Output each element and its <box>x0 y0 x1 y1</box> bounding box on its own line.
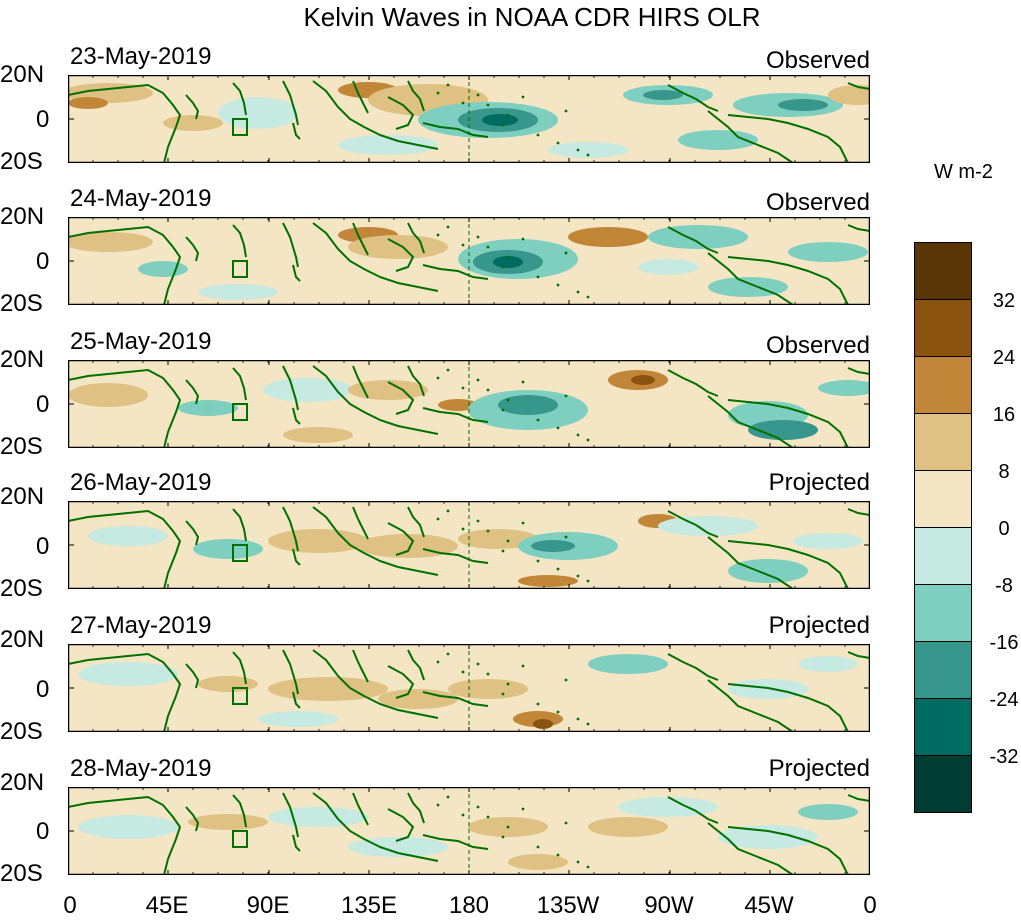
panel-2-lat-south: 20S <box>0 290 43 317</box>
colorbar-tick-16: 16 <box>992 404 1016 426</box>
lon-label-90e: 90E <box>246 892 290 919</box>
colorbar-bin-9 <box>914 698 972 756</box>
colorbar-bin-5 <box>914 470 972 528</box>
lon-label-0: 0 <box>63 892 77 919</box>
figure-title: Kelvin Waves in NOAA CDR HIRS OLR <box>303 2 761 32</box>
panel-1-lat-north: 20N <box>0 61 45 88</box>
lon-label-135w: 135W <box>536 892 600 919</box>
colorbar-bin-7 <box>914 584 972 642</box>
panel-4-map <box>68 501 870 589</box>
colorbar-bin-4 <box>914 413 972 471</box>
panel-2-status: Observed <box>765 189 870 216</box>
panel-4-olr-map <box>68 501 870 589</box>
panel-6-status: Projected <box>768 755 870 782</box>
panel-6-lat-equator: 0 <box>36 818 50 845</box>
panel-6-lat-north: 20N <box>0 769 45 796</box>
lon-label-0-right: 0 <box>863 892 877 919</box>
panel-1-olr-map <box>68 75 870 163</box>
colorbar-tick-0: 0 <box>998 518 1010 540</box>
panel-2-olr-map <box>68 217 870 305</box>
panel-3-status: Observed <box>765 332 870 359</box>
panel-6-map <box>68 787 870 875</box>
panel-3-date: 25-May-2019 <box>70 328 212 355</box>
panel-5-status: Projected <box>768 612 870 639</box>
panel-6-lat-south: 20S <box>0 860 43 887</box>
panel-5-lat-equator: 0 <box>36 676 50 703</box>
panel-5-date: 27-May-2019 <box>70 612 212 639</box>
panel-1-lat-equator: 0 <box>36 106 50 133</box>
panel-4-lat-north: 20N <box>0 483 45 510</box>
panel-1-map <box>68 75 870 163</box>
panel-1-date: 23-May-2019 <box>70 43 212 70</box>
colorbar <box>914 242 972 813</box>
panel-1-lat-south: 20S <box>0 148 43 175</box>
panel-5-lat-north: 20N <box>0 626 45 653</box>
panel-3-lat-south: 20S <box>0 433 43 460</box>
colorbar-bin-10 <box>914 755 972 813</box>
panel-4-status: Projected <box>768 469 870 496</box>
panel-4-date: 26-May-2019 <box>70 469 212 496</box>
panel-2-map <box>68 217 870 305</box>
colorbar-tick-24: 24 <box>992 347 1016 369</box>
colorbar-tick-neg24: -24 <box>989 689 1019 711</box>
colorbar-units: W m-2 <box>934 161 993 183</box>
colorbar-tick-8: 8 <box>998 461 1010 483</box>
colorbar-bin-8 <box>914 641 972 699</box>
panel-4-lat-equator: 0 <box>36 533 50 560</box>
panel-3-lat-equator: 0 <box>36 391 50 418</box>
lon-label-45e: 45E <box>145 892 189 919</box>
panel-5-olr-map <box>68 644 870 732</box>
colorbar-bin-2 <box>914 299 972 357</box>
colorbar-bin-6 <box>914 527 972 585</box>
colorbar-bin-1 <box>914 242 972 300</box>
panel-6-date: 28-May-2019 <box>70 755 212 782</box>
panel-6-olr-map <box>68 787 870 875</box>
colorbar-tick-neg8: -8 <box>995 575 1013 597</box>
colorbar-bin-3 <box>914 356 972 414</box>
colorbar-tick-neg32: -32 <box>989 746 1019 768</box>
panel-2-date: 24-May-2019 <box>70 185 212 212</box>
panel-4-lat-south: 20S <box>0 575 43 602</box>
colorbar-tick-32: 32 <box>992 290 1016 312</box>
lon-label-90w: 90W <box>644 892 694 919</box>
panel-5-lat-south: 20S <box>0 718 43 745</box>
panel-3-map <box>68 360 870 448</box>
lon-label-135e: 135E <box>340 892 398 919</box>
lon-label-180: 180 <box>448 892 490 919</box>
panel-1-status: Observed <box>765 47 870 74</box>
panel-2-lat-equator: 0 <box>36 248 50 275</box>
lon-label-45w: 45W <box>744 892 794 919</box>
colorbar-tick-neg16: -16 <box>989 632 1019 654</box>
panel-3-lat-north: 20N <box>0 346 45 373</box>
panel-5-map <box>68 644 870 732</box>
panel-3-olr-map <box>68 360 870 448</box>
panel-2-lat-north: 20N <box>0 203 45 230</box>
